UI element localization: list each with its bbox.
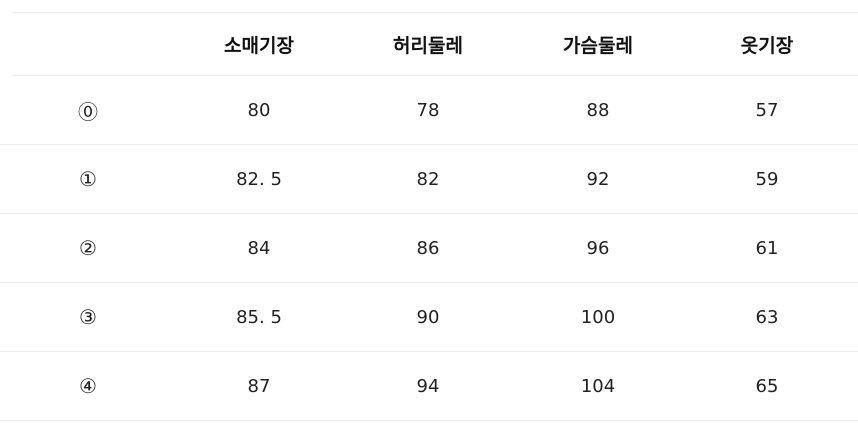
size-label: ②: [79, 236, 97, 260]
table-cell: 92: [586, 168, 610, 190]
table-cell: 90: [416, 306, 440, 328]
size-label: ⓪: [78, 99, 98, 124]
table-row: ② 84 86 96 61: [0, 214, 858, 283]
header-cell-sleeve-length: 소매기장: [224, 34, 294, 57]
table-cell: 88: [586, 99, 610, 121]
table-header: 소매기장 허리둘레 가슴둘레 옷기장: [12, 12, 858, 76]
table-cell: 80: [247, 99, 271, 121]
header-cell-waist: 허리둘레: [393, 34, 463, 57]
table-row: ④ 87 94 104 65: [0, 352, 858, 421]
table-cell: 104: [580, 375, 616, 397]
size-label: ④: [79, 374, 97, 398]
table-cell: 96: [586, 237, 610, 259]
table-cell: 85. 5: [236, 306, 282, 328]
table-cell: 57: [755, 99, 779, 121]
table-cell: 78: [416, 99, 440, 121]
table-row: ⓪ 80 78 88 57: [0, 76, 858, 145]
table-cell: 94: [416, 375, 440, 397]
table-row: ③ 85. 5 90 100 63: [0, 283, 858, 352]
table-cell: 100: [580, 306, 616, 328]
table-cell: 86: [416, 237, 440, 259]
table-cell: 87: [247, 375, 271, 397]
size-label: ①: [79, 167, 97, 191]
table-cell: 82: [416, 168, 440, 190]
table-cell: 59: [755, 168, 779, 190]
table-cell: 84: [247, 237, 271, 259]
table-cell: 82. 5: [236, 168, 282, 190]
header-cell-length: 옷기장: [740, 34, 794, 57]
table-row: ① 82. 5 82 92 59: [0, 145, 858, 214]
header-cell-chest: 가슴둘레: [563, 34, 633, 57]
size-label: ③: [79, 305, 97, 329]
table-cell: 61: [755, 237, 779, 259]
table-cell: 63: [755, 306, 779, 328]
size-table: 소매기장 허리둘레 가슴둘레 옷기장 ⓪ 80 78 88 57 ① 82. 5 82 92 59…: [0, 12, 858, 421]
table-cell: 65: [755, 375, 779, 397]
